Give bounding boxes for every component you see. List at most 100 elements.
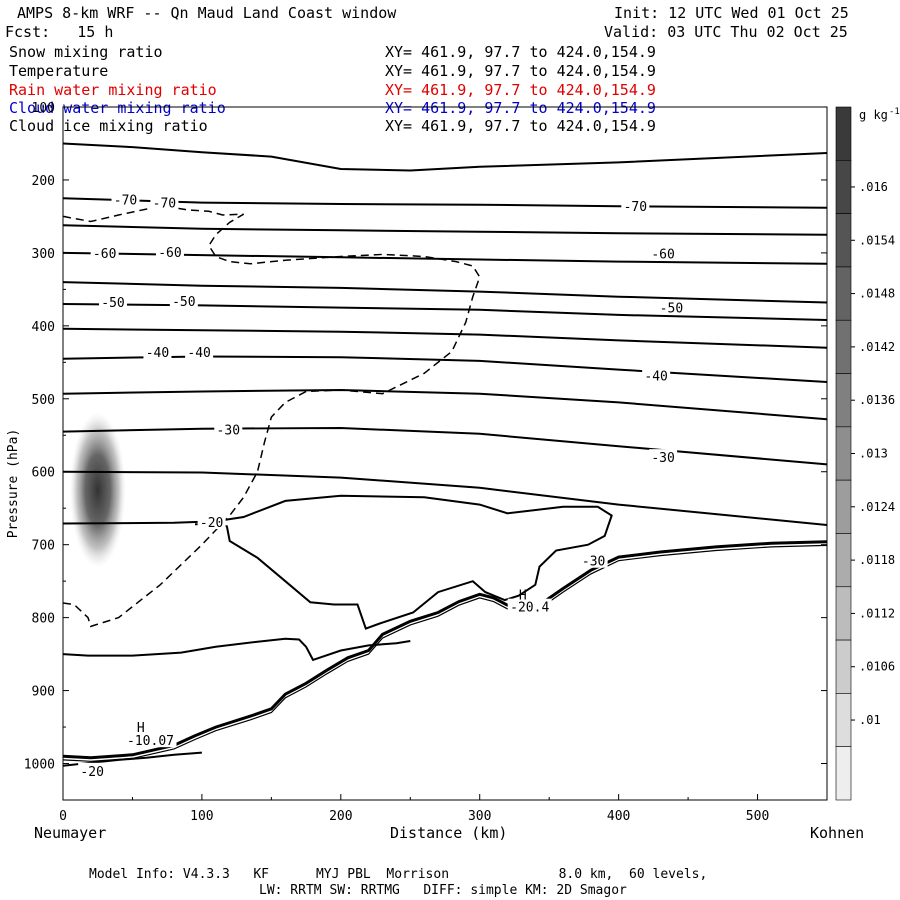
colorbar-box xyxy=(835,319,852,374)
isotherm-line-9 xyxy=(63,426,827,466)
isotherm-line-8 xyxy=(63,388,827,421)
isotherm-line-11 xyxy=(63,494,613,630)
x-start-label: Neumayer xyxy=(34,824,107,842)
temperature-label: -40 xyxy=(146,346,169,361)
colorbar-box xyxy=(835,533,852,588)
legend-xy-cloud-water: XY= 461.9, 97.7 to 424.0,154.9 xyxy=(385,99,656,117)
isotherm-line-1 xyxy=(63,197,827,209)
colorbar-box xyxy=(835,160,852,214)
high-marker-label: H xyxy=(137,721,145,736)
y-tick-label: 800 xyxy=(32,612,55,627)
temperature-label: -60 xyxy=(651,248,674,263)
temperature-label-bg xyxy=(124,732,177,748)
y-tick-label: 200 xyxy=(32,174,55,189)
temperature-label-bg xyxy=(621,198,650,214)
colorbar-box xyxy=(835,639,852,694)
model-info-line1: Model Info: V4.3.3 KF MYJ PBL Morrison 8… xyxy=(89,867,708,882)
isotherm-line-12 xyxy=(63,637,411,662)
temperature-label: -40 xyxy=(187,346,210,361)
temperature-label-bg xyxy=(214,421,243,437)
isotherm-line-4 xyxy=(63,281,827,304)
temperature-label: -50 xyxy=(660,302,683,317)
colorbar-label: .0124 xyxy=(859,500,895,514)
forecast-hour: Fcst: 15 h xyxy=(5,23,114,41)
x-axis-label: Distance (km) xyxy=(390,824,508,842)
temperature-label: -30 xyxy=(217,423,240,438)
temperature-label-bg xyxy=(579,552,608,568)
colorbar-label: .016 xyxy=(859,180,888,194)
terrain-line-lower xyxy=(63,544,827,762)
temperature-label: -60 xyxy=(93,247,116,262)
valid-time: Valid: 03 UTC Thu 02 Oct 25 xyxy=(604,23,848,41)
legend-label-temperature: Temperature xyxy=(9,62,109,80)
temperature-label: -50 xyxy=(101,296,124,311)
colorbar-unit-exponent: -1 xyxy=(889,107,900,117)
isotherm-line-10 xyxy=(63,470,827,526)
x-tick-label: 100 xyxy=(190,809,213,824)
temperature-label-bg xyxy=(197,514,226,530)
x-tick-label: 0 xyxy=(59,809,67,824)
temperature-label: -10.07 xyxy=(127,734,174,749)
temperature-label: -20 xyxy=(80,765,103,780)
temperature-label-bg xyxy=(657,299,686,315)
colorbar-box xyxy=(835,586,852,641)
temperature-label-bg xyxy=(150,194,179,210)
temperature-label: -20 xyxy=(200,516,223,531)
legend-label-cloud-water: Cloud water mixing ratio xyxy=(9,99,226,117)
colorbar-box xyxy=(835,426,852,481)
colorbar-label: .0106 xyxy=(859,660,895,674)
plot-frame xyxy=(62,106,828,801)
cloud-ice-dashed-contour xyxy=(63,206,481,628)
high-marker-label: H xyxy=(519,588,527,603)
legend-xy-temperature: XY= 461.9, 97.7 to 424.0,154.9 xyxy=(385,62,656,80)
y-tick-label: 600 xyxy=(32,466,55,481)
colorbar-label: .01 xyxy=(859,713,881,727)
y-tick-label: 900 xyxy=(32,685,55,700)
x-tick-label: 300 xyxy=(468,809,491,824)
colorbar-label: .0112 xyxy=(859,606,895,620)
temperature-label: -30 xyxy=(582,555,605,570)
temperature-label-bg xyxy=(99,293,128,309)
temperature-label-bg xyxy=(169,293,198,309)
temperature-label-bg xyxy=(185,344,214,360)
colorbar-box xyxy=(835,373,852,428)
temperature-label-bg xyxy=(143,344,172,360)
x-tick-label: 200 xyxy=(329,809,352,824)
colorbar-label: .0142 xyxy=(859,340,895,354)
temperature-label-bg xyxy=(111,191,140,207)
init-time: Init: 12 UTC Wed 01 Oct 25 xyxy=(614,4,849,22)
legend-xy-snow: XY= 461.9, 97.7 to 424.0,154.9 xyxy=(385,43,656,61)
chart-title: AMPS 8-km WRF -- Qn Maud Land Coast wind… xyxy=(17,4,397,22)
colorbar-box xyxy=(835,746,852,801)
temperature-label-bg xyxy=(649,245,678,261)
colorbar-box xyxy=(835,213,852,268)
y-tick-label: 500 xyxy=(32,393,55,408)
model-info-line2: LW: RRTM SW: RRTMG DIFF: simple KM: 2D S… xyxy=(259,883,627,898)
isotherm-line-2 xyxy=(63,224,827,236)
colorbar-label: .013 xyxy=(859,447,888,461)
y-tick-label: 400 xyxy=(32,320,55,335)
temperature-label-bg xyxy=(507,598,552,614)
x-tick-label: 500 xyxy=(746,809,769,824)
colorbar-label: .0136 xyxy=(859,393,895,407)
y-tick-label: 1000 xyxy=(24,758,55,773)
colorbar-label: .0118 xyxy=(859,553,895,567)
legend-label-cloud-ice: Cloud ice mixing ratio xyxy=(9,117,208,135)
legend-label-snow: Snow mixing ratio xyxy=(9,43,163,61)
x-tick-label: 400 xyxy=(607,809,630,824)
y-tick-label: 300 xyxy=(32,247,55,262)
isotherm-line-0 xyxy=(63,142,827,172)
colorbar-box xyxy=(835,693,852,747)
temperature-label: -70 xyxy=(114,194,137,209)
temperature-label: -30 xyxy=(651,451,674,466)
temperature-label: -20.4 xyxy=(510,601,549,616)
temperature-label-bg xyxy=(155,244,184,260)
temperature-label: -40 xyxy=(644,369,667,384)
legend-xy-rain: XY= 461.9, 97.7 to 424.0,154.9 xyxy=(385,81,656,99)
isotherm-line-6 xyxy=(63,327,827,349)
legend-label-rain: Rain water mixing ratio xyxy=(9,81,217,99)
temperature-label-bg xyxy=(78,762,107,778)
x-end-label: Kohnen xyxy=(810,824,865,842)
colorbar-label: .0154 xyxy=(859,233,895,247)
temperature-label-bg xyxy=(649,449,678,465)
